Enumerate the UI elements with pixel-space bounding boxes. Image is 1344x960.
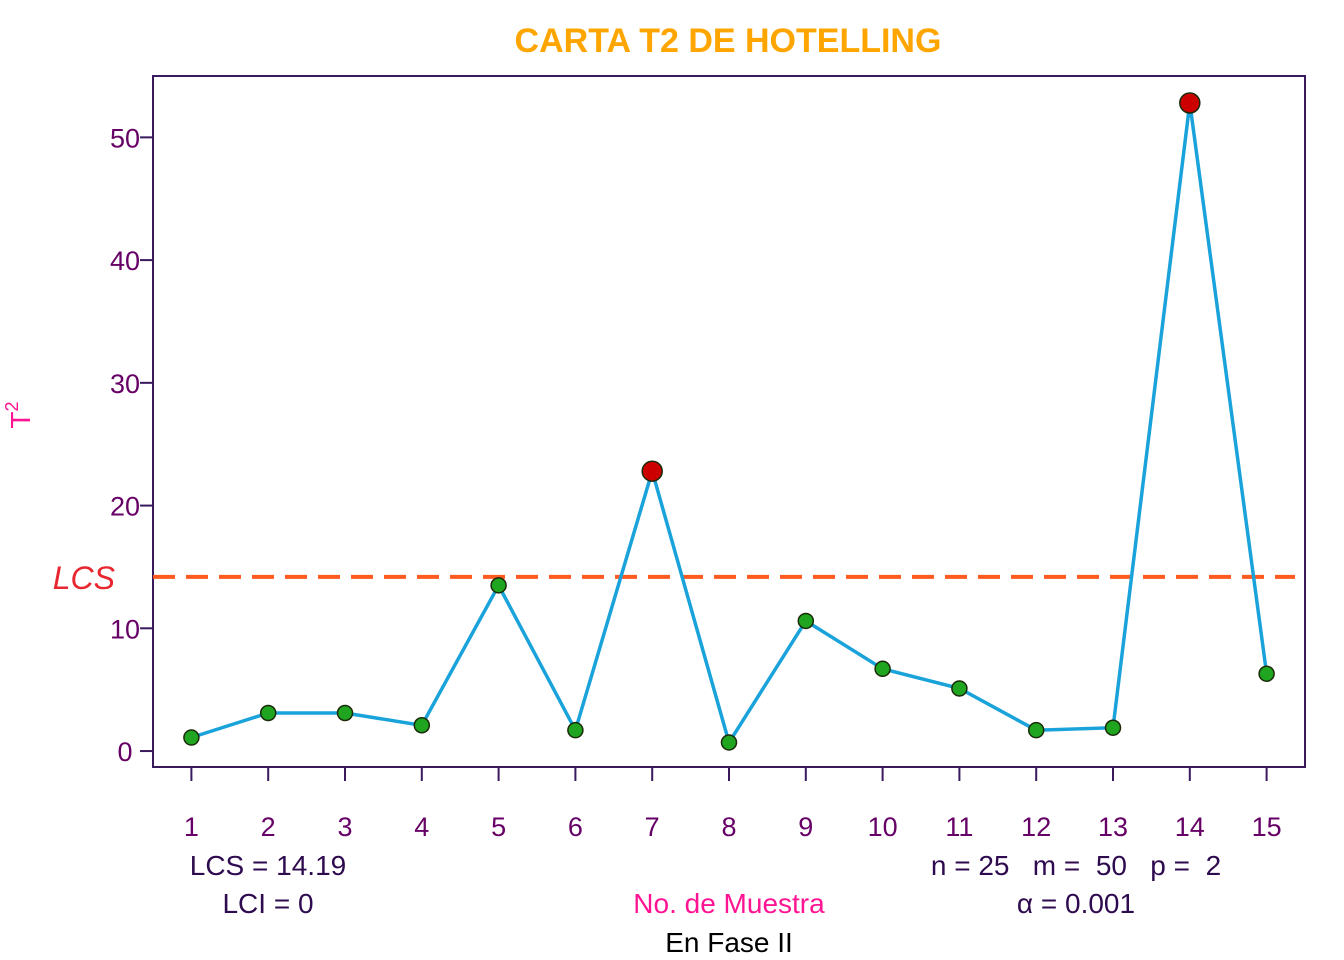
x-tick-label: 15 xyxy=(1252,812,1282,842)
y-tick-label: 0 xyxy=(117,737,132,767)
data-point xyxy=(336,704,354,722)
data-point-out-of-control xyxy=(1179,92,1201,114)
x-axis-label: No. de Muestra xyxy=(633,888,825,919)
x-tick-label: 7 xyxy=(645,812,660,842)
alpha-text: α = 0.001 xyxy=(1017,888,1135,919)
x-tick-label: 3 xyxy=(337,812,352,842)
data-point xyxy=(951,680,968,697)
y-tick-label: 50 xyxy=(110,123,140,153)
lci-value-text: LCI = 0 xyxy=(222,888,313,919)
plot-frame xyxy=(152,75,1306,768)
y-axis-label: T2 xyxy=(2,401,36,428)
x-tick-label: 12 xyxy=(1021,812,1051,842)
data-point-out-of-control xyxy=(641,460,663,482)
series-line xyxy=(190,102,1269,747)
y-axis-label-base: T xyxy=(5,411,36,428)
data-point xyxy=(183,729,200,746)
x-tick-label: 10 xyxy=(868,812,898,842)
data-point xyxy=(720,734,738,751)
x-tick-label: 13 xyxy=(1098,812,1128,842)
x-tick-label: 4 xyxy=(414,812,429,842)
data-point xyxy=(1027,721,1045,739)
x-tick-label: 14 xyxy=(1175,812,1205,842)
data-point xyxy=(567,721,584,739)
lcs-axis-label: LCS xyxy=(53,560,115,596)
x-tick-label: 5 xyxy=(491,812,506,842)
x-tick-label: 6 xyxy=(568,812,583,842)
x-tick-label: 11 xyxy=(945,812,973,842)
data-point xyxy=(490,577,507,594)
phase-text: En Fase II xyxy=(665,927,793,958)
chart-title: CARTA T2 DE HOTELLING xyxy=(515,22,942,60)
data-point xyxy=(874,660,891,678)
data-point xyxy=(259,704,277,722)
data-point xyxy=(1258,665,1275,682)
data-point xyxy=(797,612,815,630)
series-layer xyxy=(183,92,1275,751)
y-tick-label: 20 xyxy=(110,492,140,522)
x-tick-label: 2 xyxy=(261,812,276,842)
data-point xyxy=(1104,719,1122,736)
x-tick-label: 9 xyxy=(798,812,813,842)
y-axis: 0 10 20 30 40 50 xyxy=(110,123,153,767)
params-text: n = 25 m = 50 p = 2 xyxy=(931,850,1221,881)
y-axis-label-superscript: 2 xyxy=(2,401,22,411)
y-tick-label: 30 xyxy=(110,369,140,399)
data-point xyxy=(413,717,431,734)
y-tick-label: 10 xyxy=(110,614,140,644)
y-tick-label: 40 xyxy=(110,246,140,276)
lcs-value-text: LCS = 14.19 xyxy=(190,850,346,881)
x-axis: 1 2 3 4 5 6 7 8 9 10 11 12 13 14 15 xyxy=(184,767,1282,842)
x-tick-label: 1 xyxy=(184,812,199,842)
x-tick-label: 8 xyxy=(721,812,736,842)
